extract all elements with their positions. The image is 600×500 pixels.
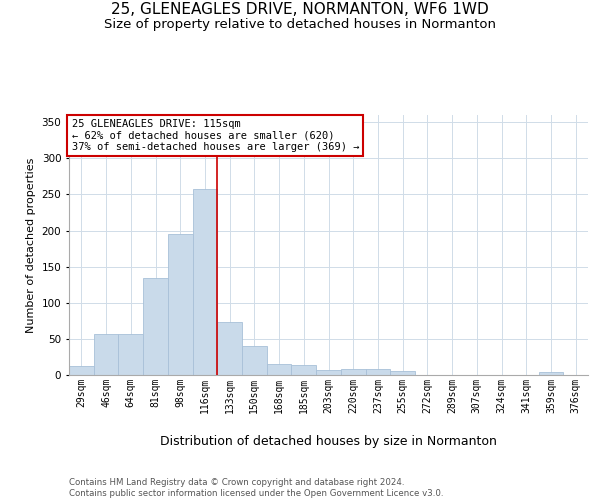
- Bar: [390, 372, 415, 375]
- Bar: [341, 369, 365, 375]
- Bar: [69, 366, 94, 375]
- Text: Size of property relative to detached houses in Normanton: Size of property relative to detached ho…: [104, 18, 496, 31]
- Bar: [118, 334, 143, 375]
- Bar: [242, 346, 267, 375]
- Text: 25 GLENEAGLES DRIVE: 115sqm
← 62% of detached houses are smaller (620)
37% of se: 25 GLENEAGLES DRIVE: 115sqm ← 62% of det…: [71, 119, 359, 152]
- Text: Contains HM Land Registry data © Crown copyright and database right 2024.
Contai: Contains HM Land Registry data © Crown c…: [69, 478, 443, 498]
- Y-axis label: Number of detached properties: Number of detached properties: [26, 158, 36, 332]
- Bar: [143, 278, 168, 375]
- Bar: [217, 322, 242, 375]
- Bar: [316, 370, 341, 375]
- Bar: [267, 364, 292, 375]
- Bar: [365, 369, 390, 375]
- Bar: [193, 188, 217, 375]
- Text: 25, GLENEAGLES DRIVE, NORMANTON, WF6 1WD: 25, GLENEAGLES DRIVE, NORMANTON, WF6 1WD: [111, 2, 489, 18]
- Bar: [292, 365, 316, 375]
- Bar: [168, 234, 193, 375]
- Bar: [539, 372, 563, 375]
- Bar: [94, 334, 118, 375]
- Text: Distribution of detached houses by size in Normanton: Distribution of detached houses by size …: [160, 435, 497, 448]
